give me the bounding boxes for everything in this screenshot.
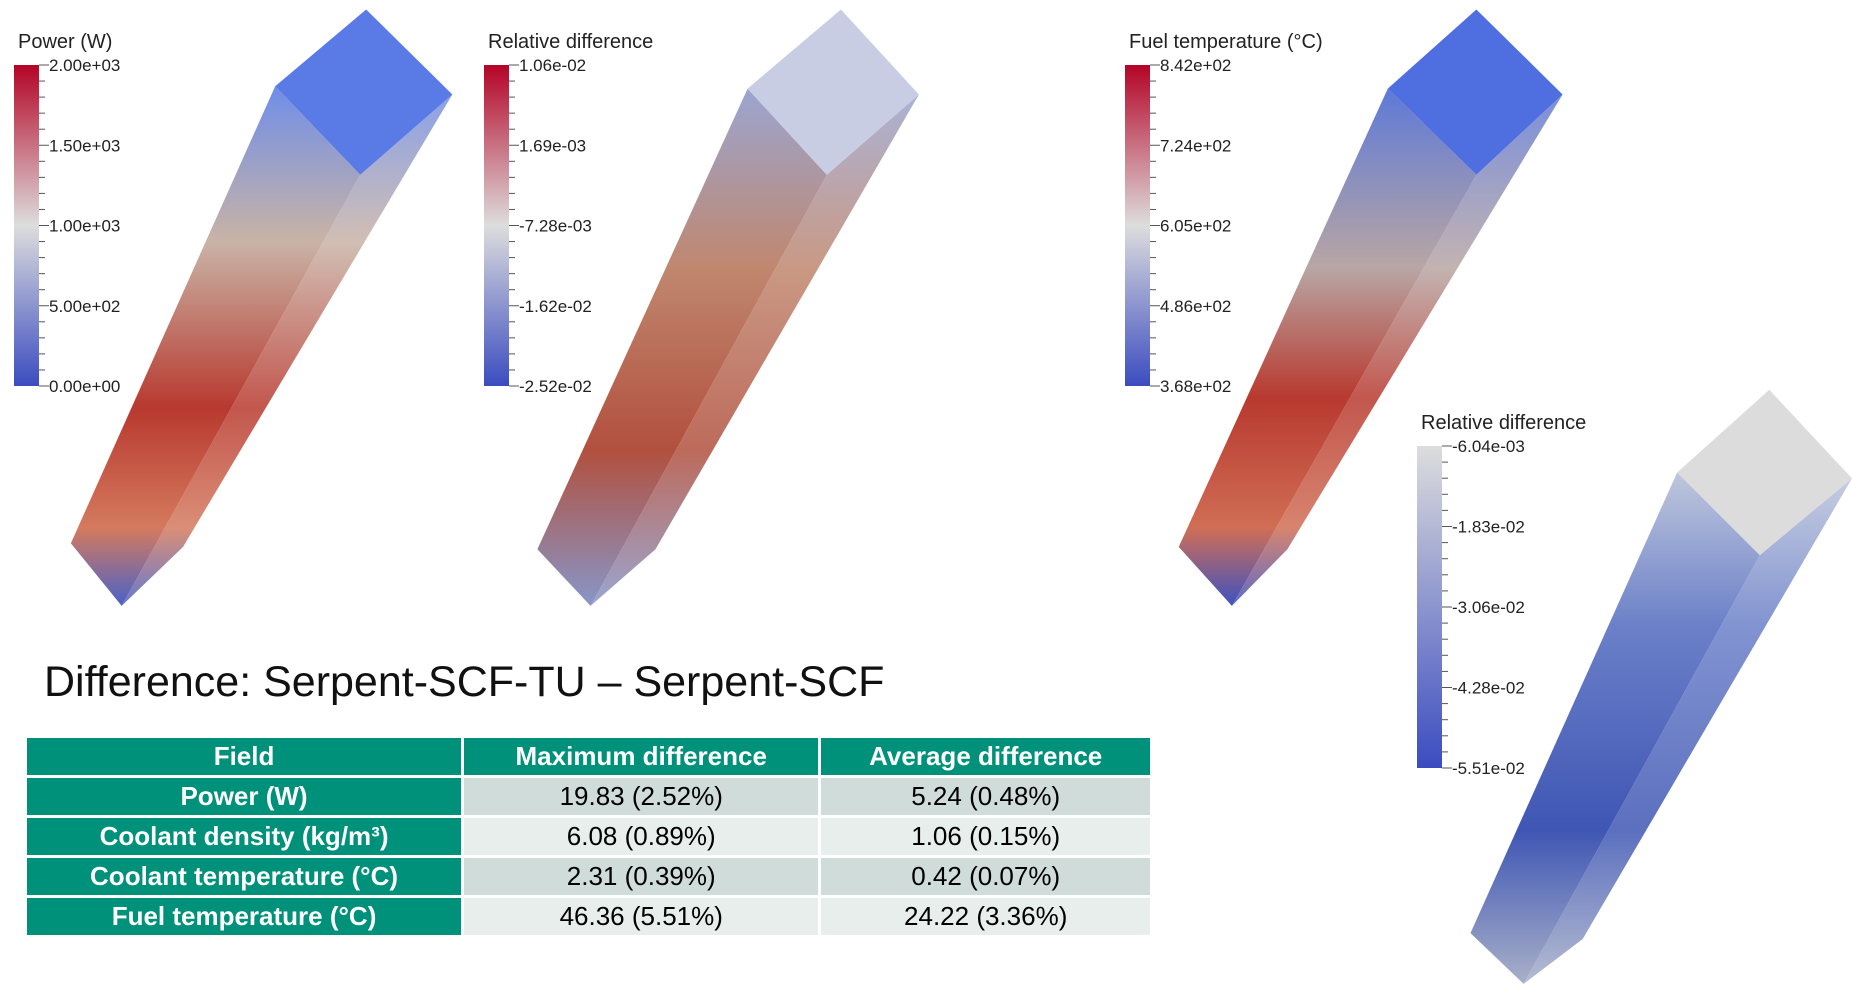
colorbar-label: -7.28e-03 bbox=[519, 217, 592, 236]
header-cell: Field bbox=[27, 738, 461, 775]
colorbar-label: 1.00e+03 bbox=[49, 217, 120, 236]
colorbar bbox=[484, 65, 509, 386]
value-cell: 24.22 (3.36%) bbox=[821, 898, 1150, 935]
colorbar bbox=[1125, 65, 1150, 386]
table-row: Coolant temperature (°C)2.31 (0.39%)0.42… bbox=[27, 858, 1150, 895]
colorbar-title: Power (W) bbox=[18, 31, 112, 53]
field-cell: Power (W) bbox=[27, 778, 461, 815]
table-body: Power (W)19.83 (2.52%)5.24 (0.48%)Coolan… bbox=[27, 778, 1150, 935]
slide: Power (W) 2.00e+03 1.50e+03 1.00e+03 5.00e+0… bbox=[0, 0, 1852, 986]
colorbar-label: -4.28e-02 bbox=[1452, 679, 1525, 698]
colorbar bbox=[14, 65, 39, 386]
colorbar-label: -3.06e-02 bbox=[1452, 598, 1525, 617]
colorbar-label: 7.24e+02 bbox=[1160, 136, 1231, 155]
field-cell: Coolant density (kg/m³) bbox=[27, 818, 461, 855]
colorbar-title: Fuel temperature (°C) bbox=[1129, 31, 1323, 53]
colorbar-label: 0.00e+00 bbox=[49, 377, 120, 396]
value-cell: 2.31 (0.39%) bbox=[464, 858, 818, 895]
table-row: Coolant density (kg/m³)6.08 (0.89%)1.06 … bbox=[27, 818, 1150, 855]
colorbar-label: 1.69e-03 bbox=[519, 136, 586, 155]
value-cell: 5.24 (0.48%) bbox=[821, 778, 1150, 815]
table-row: Fuel temperature (°C)46.36 (5.51%)24.22 … bbox=[27, 898, 1150, 935]
relative-difference-column bbox=[537, 9, 918, 605]
value-cell: 19.83 (2.52%) bbox=[464, 778, 818, 815]
power-column bbox=[71, 9, 452, 605]
value-cell: 46.36 (5.51%) bbox=[464, 898, 818, 935]
colorbar-label: 3.68e+02 bbox=[1160, 377, 1231, 396]
colorbar-label: 2.00e+03 bbox=[49, 56, 120, 75]
colorbar-label: 8.42e+02 bbox=[1160, 56, 1231, 75]
field-cell: Coolant temperature (°C) bbox=[27, 858, 461, 895]
relative-difference-column-2 bbox=[1470, 390, 1851, 984]
colorbar-label: 1.06e-02 bbox=[519, 56, 586, 75]
fuel-temperature-column bbox=[1179, 9, 1563, 605]
colorbar-label: -2.52e-02 bbox=[519, 377, 592, 396]
header-cell: Average difference bbox=[821, 738, 1150, 775]
colorbar-label: 1.50e+03 bbox=[49, 136, 120, 155]
colorbar-label: -1.83e-02 bbox=[1452, 518, 1525, 537]
colorbar bbox=[1417, 446, 1442, 768]
colorbar-label: -6.04e-03 bbox=[1452, 437, 1525, 456]
value-cell: 1.06 (0.15%) bbox=[821, 818, 1150, 855]
colorbar-label: -5.51e-02 bbox=[1452, 759, 1525, 778]
field-cell: Fuel temperature (°C) bbox=[27, 898, 461, 935]
colorbar-label: -1.62e-02 bbox=[519, 297, 592, 316]
colorbar-label: 5.00e+02 bbox=[49, 297, 120, 316]
table-row: Power (W)19.83 (2.52%)5.24 (0.48%) bbox=[27, 778, 1150, 815]
value-cell: 0.42 (0.07%) bbox=[821, 858, 1150, 895]
colorbar-title: Relative difference bbox=[1421, 412, 1586, 434]
colorbar-title: Relative difference bbox=[488, 31, 653, 53]
value-cell: 6.08 (0.89%) bbox=[464, 818, 818, 855]
heading: Difference: Serpent-SCF-TU – Serpent-SCF bbox=[44, 658, 884, 707]
header-cell: Maximum difference bbox=[464, 738, 818, 775]
colorbar-label: 4.86e+02 bbox=[1160, 297, 1231, 316]
colorbar-label: 6.05e+02 bbox=[1160, 217, 1231, 236]
